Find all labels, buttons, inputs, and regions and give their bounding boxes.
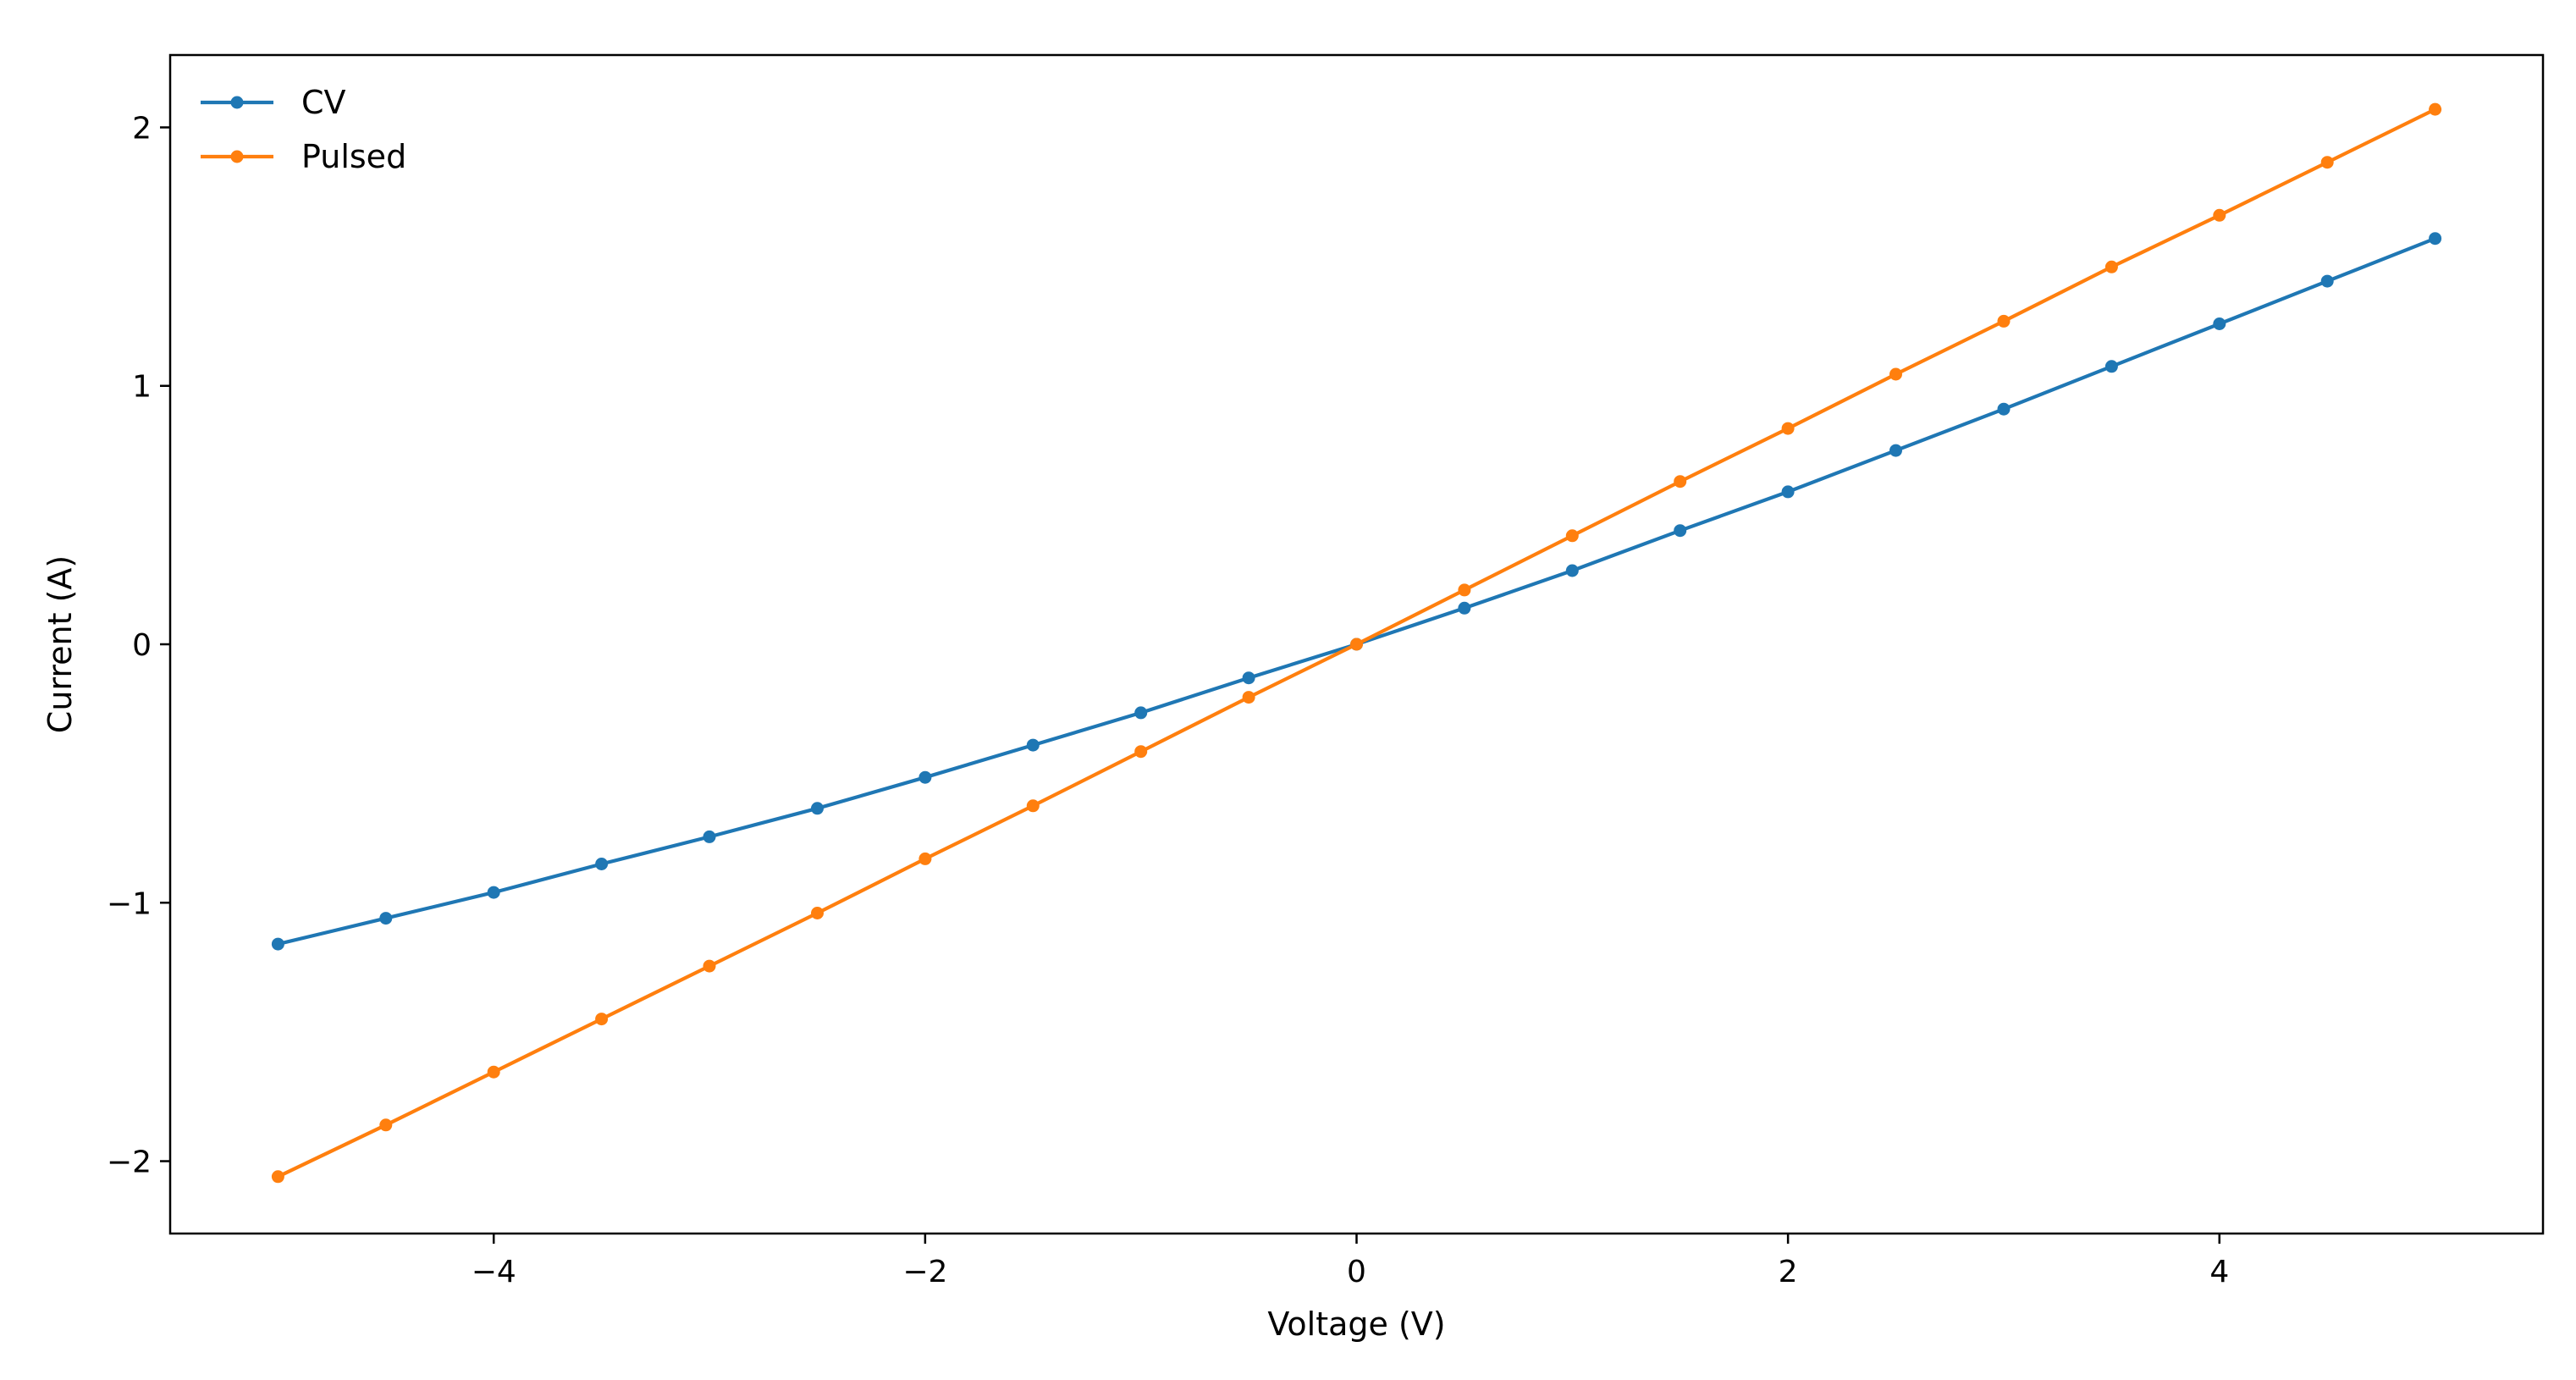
data-point-cv <box>703 830 716 843</box>
data-point-cv <box>595 858 609 870</box>
data-point-pulsed <box>271 1170 284 1184</box>
legend-label: Pulsed <box>301 138 406 175</box>
data-point-pulsed <box>1242 691 1255 704</box>
data-point-cv <box>487 886 500 899</box>
data-point-pulsed <box>2104 260 2118 273</box>
x-tick-label: 4 <box>2209 1255 2229 1289</box>
data-point-pulsed <box>918 852 932 865</box>
x-tick-label: −2 <box>902 1255 947 1289</box>
data-point-pulsed <box>1781 422 1795 435</box>
data-point-cv <box>1781 485 1795 499</box>
data-point-pulsed <box>1997 314 2011 328</box>
data-point-pulsed <box>1674 475 1687 489</box>
legend-marker <box>230 150 244 163</box>
data-point-cv <box>1026 738 1040 752</box>
data-point-pulsed <box>1889 367 1902 381</box>
legend-marker <box>230 96 244 109</box>
data-point-pulsed <box>1565 529 1579 543</box>
data-point-pulsed <box>703 959 716 973</box>
data-point-pulsed <box>379 1118 393 1132</box>
data-point-cv <box>918 770 932 784</box>
data-point-cv <box>1242 671 1255 685</box>
data-point-cv <box>1458 601 1471 615</box>
data-point-pulsed <box>811 907 824 919</box>
y-tick-label: 1 <box>132 370 152 405</box>
data-point-pulsed <box>1026 799 1040 813</box>
data-point-pulsed <box>2429 102 2442 116</box>
data-point-pulsed <box>1134 745 1148 759</box>
x-tick-label: 2 <box>1779 1255 1798 1289</box>
legend: CV Pulsed <box>201 84 406 175</box>
data-point-pulsed <box>1458 583 1471 597</box>
legend-label: CV <box>301 84 346 121</box>
data-point-pulsed <box>2213 208 2226 222</box>
data-point-cv <box>2320 274 2334 288</box>
data-point-pulsed <box>595 1013 609 1026</box>
data-point-cv <box>811 802 824 815</box>
data-point-pulsed <box>487 1065 500 1079</box>
data-point-cv <box>1997 402 2011 416</box>
series-layer <box>271 102 2442 1184</box>
axes-layer: −4 −2 0 2 4 −2 −1 0 1 2 <box>107 53 2545 1289</box>
data-point-cv <box>2104 360 2118 373</box>
y-tick-label: −2 <box>107 1145 152 1180</box>
data-point-cv <box>379 912 393 925</box>
data-point-cv <box>1889 444 1902 457</box>
data-point-pulsed <box>2320 156 2334 169</box>
y-tick-label: −1 <box>107 886 152 921</box>
data-point-cv <box>1134 706 1148 720</box>
y-tick-label: 0 <box>132 628 152 663</box>
data-point-cv <box>1565 564 1579 577</box>
data-point-cv <box>271 937 284 951</box>
data-point-cv <box>2429 232 2442 246</box>
series-pulsed <box>271 102 2442 1184</box>
legend-item-pulsed: Pulsed <box>201 138 406 175</box>
x-tick-label: −4 <box>472 1255 516 1289</box>
data-point-cv <box>2213 317 2226 330</box>
x-axis-label: Voltage (V) <box>1267 1305 1445 1343</box>
legend-item-cv: CV <box>201 84 346 121</box>
y-axis-label: Current (A) <box>41 555 79 733</box>
data-point-cv <box>1674 524 1687 538</box>
y-tick-label: 2 <box>132 111 152 146</box>
data-point-pulsed <box>1350 638 1363 651</box>
x-tick-label: 0 <box>1347 1255 1366 1289</box>
